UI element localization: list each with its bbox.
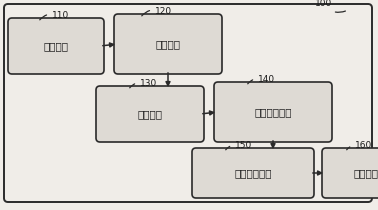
FancyBboxPatch shape xyxy=(322,148,378,198)
Text: 100: 100 xyxy=(315,0,345,12)
FancyBboxPatch shape xyxy=(114,14,222,74)
FancyBboxPatch shape xyxy=(192,148,314,198)
Text: 获取单元: 获取单元 xyxy=(155,39,181,49)
Text: 输入单元: 输入单元 xyxy=(43,41,68,51)
Text: 计算单元: 计算单元 xyxy=(353,168,378,178)
Text: 120: 120 xyxy=(142,8,172,17)
Text: 130: 130 xyxy=(130,80,157,88)
FancyBboxPatch shape xyxy=(96,86,204,142)
Text: 第二确定单元: 第二确定单元 xyxy=(234,168,272,178)
Text: 第一确定单元: 第一确定单元 xyxy=(254,107,292,117)
FancyBboxPatch shape xyxy=(8,18,104,74)
Text: 160: 160 xyxy=(347,142,372,151)
Text: 110: 110 xyxy=(40,12,69,21)
Text: 提取单元: 提取单元 xyxy=(138,109,163,119)
FancyBboxPatch shape xyxy=(214,82,332,142)
Text: 140: 140 xyxy=(248,76,275,84)
Text: 150: 150 xyxy=(226,142,252,151)
